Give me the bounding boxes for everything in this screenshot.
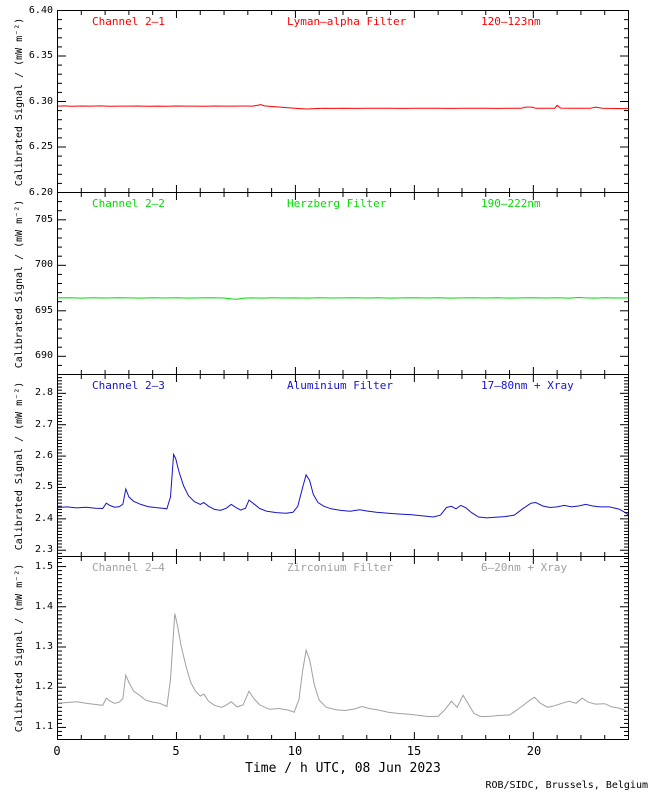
y-tick-label: 2.7 — [34, 418, 53, 430]
tick-marks — [57, 192, 629, 375]
channel-label: Channel 2–3 — [92, 379, 165, 392]
x-tick-label: 20 — [526, 744, 542, 758]
data-line — [57, 613, 629, 718]
filter-label: Herzberg Filter — [287, 197, 387, 210]
y-tick-label: 700 — [34, 259, 53, 271]
data-line — [57, 296, 629, 300]
channel-label: Channel 2–4 — [92, 561, 165, 574]
y-tick-label: 6.40 — [28, 4, 53, 16]
panel-channel-2-4: Channel 2–4 Zirconium Filter 6–20nm + Xr… — [0, 556, 650, 740]
channel-label: Channel 2–2 — [92, 197, 165, 210]
panel-channel-2-2: Channel 2–2 Herzberg Filter 190–222nm Ca… — [0, 192, 650, 375]
plot-area-channel-2-4 — [57, 556, 629, 740]
panel-channel-2-3: Channel 2–3 Aluminium Filter 17–80nm + X… — [0, 374, 650, 557]
y-tick-label: 2.3 — [34, 544, 53, 556]
tick-marks — [57, 374, 629, 557]
y-tick-label: 2.6 — [34, 450, 53, 462]
panel-border — [57, 556, 629, 740]
tick-marks — [57, 10, 629, 193]
plot-area-channel-2-2 — [57, 192, 629, 375]
y-tick-label: 1.4 — [34, 600, 53, 612]
band-label: 120–123nm — [481, 15, 541, 28]
y-tick-label: 705 — [34, 213, 53, 225]
y-tick-label: 690 — [34, 350, 53, 362]
x-axis-title: Time / h UTC, 08 Jun 2023 — [245, 761, 441, 776]
filter-label: Aluminium Filter — [287, 379, 393, 392]
y-tick-label: 6.25 — [28, 141, 53, 152]
panel-border — [57, 192, 629, 375]
data-line — [57, 104, 629, 110]
y-tick-label: 6.35 — [28, 50, 53, 61]
y-tick-label: 695 — [34, 304, 53, 316]
x-tick-label: 0 — [53, 744, 61, 758]
x-tick-label: 15 — [406, 744, 422, 758]
credit-text: ROB/SIDC, Brussels, Belgium — [485, 780, 648, 791]
panel-border — [57, 10, 629, 193]
plot-area-channel-2-1 — [57, 10, 629, 193]
x-tick-label: 10 — [287, 744, 303, 758]
panel-border — [57, 374, 629, 557]
channel-label: Channel 2–1 — [92, 15, 165, 28]
y-tick-label: 2.4 — [34, 512, 53, 524]
band-label: 17–80nm + Xray — [481, 379, 574, 392]
filter-label: Lyman–alpha Filter — [287, 15, 407, 28]
y-tick-label: 2.8 — [34, 387, 53, 399]
y-tick-label: 1.1 — [34, 721, 53, 733]
y-tick-label: 2.5 — [34, 481, 53, 493]
x-tick-label: 5 — [172, 744, 180, 758]
band-label: 6–20nm + Xray — [481, 561, 568, 574]
tick-marks — [57, 557, 629, 740]
y-tick-label: 6.20 — [28, 186, 53, 198]
y-tick-label: 6.30 — [28, 95, 53, 107]
panel-channel-2-1: Channel 2–1 Lyman–alpha Filter 120–123nm… — [0, 5, 650, 198]
y-tick-label: 1.5 — [34, 560, 53, 572]
data-line — [57, 452, 629, 519]
y-tick-label: 1.3 — [34, 640, 53, 652]
band-label: 190–222nm — [481, 197, 541, 210]
filter-label: Zirconium Filter — [287, 561, 393, 574]
y-tick-label: 1.2 — [34, 681, 53, 693]
plot-area-channel-2-3 — [57, 374, 629, 557]
